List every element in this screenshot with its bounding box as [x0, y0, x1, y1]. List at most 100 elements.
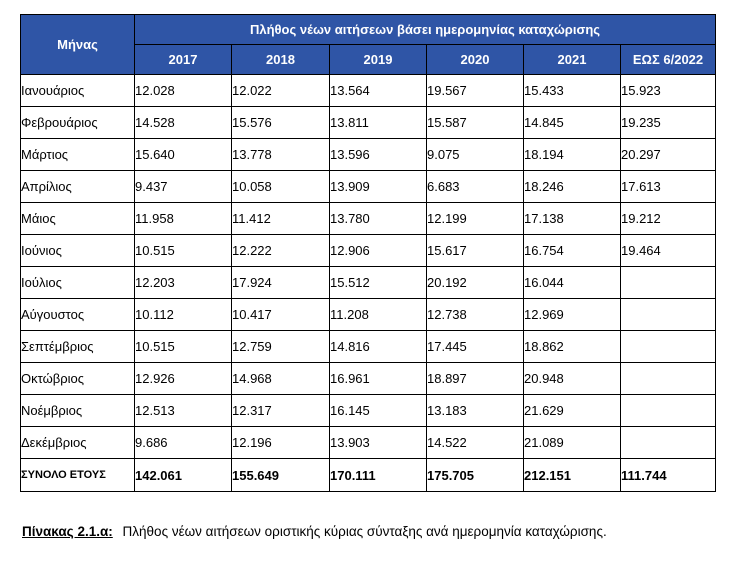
value-cell: 15.923: [620, 74, 716, 107]
value-cell: 21.089: [523, 426, 621, 459]
value-cell: [620, 266, 716, 299]
value-cell: 17.445: [426, 330, 524, 363]
value-cell: 12.196: [231, 426, 330, 459]
value-cell: [620, 330, 716, 363]
value-cell: 10.515: [134, 234, 232, 267]
value-cell: 18.862: [523, 330, 621, 363]
value-cell: 12.203: [134, 266, 232, 299]
value-cell: 13.183: [426, 394, 524, 427]
year-header-2021: 2021: [523, 44, 621, 75]
value-cell: 16.145: [329, 394, 427, 427]
value-cell: 13.780: [329, 202, 427, 235]
value-cell: 13.903: [329, 426, 427, 459]
value-cell: 12.222: [231, 234, 330, 267]
table-row: Νοέμβριος 12.513 12.317 16.145 13.183 21.629: [20, 394, 716, 427]
value-cell: 12.759: [231, 330, 330, 363]
total-cell: 142.061: [134, 458, 232, 492]
value-cell: 12.317: [231, 394, 330, 427]
value-cell: 17.613: [620, 170, 716, 203]
table-row: Ιούνιος 10.515 12.222 12.906 15.617 16.754 19.…: [20, 234, 716, 267]
total-row: ΣΥΝΟΛΟ ΕΤΟΥΣ 142.061 155.649 170.111 175…: [20, 458, 716, 492]
value-cell: 19.212: [620, 202, 716, 235]
value-cell: 15.433: [523, 74, 621, 107]
value-cell: [620, 362, 716, 395]
table-row: Μάρτιος 15.640 13.778 13.596 9.075 18.194 20.2…: [20, 138, 716, 171]
value-cell: 10.417: [231, 298, 330, 331]
table-row: Απρίλιος 9.437 10.058 13.909 6.683 18.246 17.6…: [20, 170, 716, 203]
month-cell: Σεπτέμβριος: [20, 330, 135, 363]
value-cell: 14.816: [329, 330, 427, 363]
table-body: Ιανουάριος 12.028 12.022 13.564 19.567 15.433…: [20, 74, 716, 459]
table-row: Οκτώβριος 12.926 14.968 16.961 18.897 20.948: [20, 362, 716, 395]
value-cell: 11.412: [231, 202, 330, 235]
value-cell: 9.686: [134, 426, 232, 459]
value-cell: [620, 426, 716, 459]
value-cell: 14.968: [231, 362, 330, 395]
value-cell: 15.587: [426, 106, 524, 139]
value-cell: 18.246: [523, 170, 621, 203]
value-cell: 19.464: [620, 234, 716, 267]
year-header-2020: 2020: [426, 44, 524, 75]
applications-table: Μήνας Πλήθος νέων αιτήσεων βάσει ημερομη…: [20, 14, 716, 492]
month-cell: Νοέμβριος: [20, 394, 135, 427]
month-cell: Ιούλιος: [20, 266, 135, 299]
value-cell: 13.596: [329, 138, 427, 171]
total-cell: 212.151: [523, 458, 621, 492]
caption-text: Πλήθος νέων αιτήσεων οριστικής κύριας σύ…: [122, 524, 607, 539]
value-cell: 21.629: [523, 394, 621, 427]
value-cell: [620, 394, 716, 427]
value-cell: 13.909: [329, 170, 427, 203]
value-cell: 12.969: [523, 298, 621, 331]
value-cell: 12.022: [231, 74, 330, 107]
value-cell: 13.778: [231, 138, 330, 171]
total-label: ΣΥΝΟΛΟ ΕΤΟΥΣ: [20, 458, 135, 492]
year-header-2018: 2018: [231, 44, 330, 75]
month-cell: Απρίλιος: [20, 170, 135, 203]
value-cell: 10.058: [231, 170, 330, 203]
total-cell: 175.705: [426, 458, 524, 492]
caption-label: Πίνακας 2.1.α:: [22, 524, 113, 539]
value-cell: 15.576: [231, 106, 330, 139]
month-cell: Ιανουάριος: [20, 74, 135, 107]
month-cell: Δεκέμβριος: [20, 426, 135, 459]
table-caption: Πίνακας 2.1.α: Πλήθος νέων αιτήσεων ορισ…: [22, 524, 607, 539]
year-header-2019: 2019: [329, 44, 427, 75]
value-cell: 10.112: [134, 298, 232, 331]
value-cell: 20.192: [426, 266, 524, 299]
year-header-2022: ΕΩΣ 6/2022: [620, 44, 716, 75]
total-cell: 155.649: [231, 458, 330, 492]
value-cell: 19.567: [426, 74, 524, 107]
value-cell: 12.738: [426, 298, 524, 331]
value-cell: 14.528: [134, 106, 232, 139]
table-row: Φεβρουάριος 14.528 15.576 13.811 15.587 14.84…: [20, 106, 716, 139]
value-cell: 20.948: [523, 362, 621, 395]
month-cell: Φεβρουάριος: [20, 106, 135, 139]
table-row: Δεκέμβριος 9.686 12.196 13.903 14.522 21.089: [20, 426, 716, 459]
value-cell: 13.564: [329, 74, 427, 107]
group-column-header: Πλήθος νέων αιτήσεων βάσει ημερομηνίας κ…: [134, 14, 716, 45]
total-cell: 111.744: [620, 458, 716, 492]
value-cell: 18.194: [523, 138, 621, 171]
month-column-header: Μήνας: [20, 14, 135, 75]
value-cell: 14.522: [426, 426, 524, 459]
value-cell: 17.138: [523, 202, 621, 235]
value-cell: [620, 298, 716, 331]
value-cell: 19.235: [620, 106, 716, 139]
value-cell: 16.754: [523, 234, 621, 267]
value-cell: 12.513: [134, 394, 232, 427]
month-cell: Ιούνιος: [20, 234, 135, 267]
value-cell: 11.958: [134, 202, 232, 235]
value-cell: 9.075: [426, 138, 524, 171]
table-row: Αύγουστος 10.112 10.417 11.208 12.738 12.969: [20, 298, 716, 331]
value-cell: 6.683: [426, 170, 524, 203]
value-cell: 16.961: [329, 362, 427, 395]
value-cell: 12.906: [329, 234, 427, 267]
table-row: Σεπτέμβριος 10.515 12.759 14.816 17.445 18.86…: [20, 330, 716, 363]
table-row: Ιούλιος 12.203 17.924 15.512 20.192 16.044: [20, 266, 716, 299]
value-cell: 10.515: [134, 330, 232, 363]
total-cell: 170.111: [329, 458, 427, 492]
month-cell: Οκτώβριος: [20, 362, 135, 395]
value-cell: 18.897: [426, 362, 524, 395]
value-cell: 11.208: [329, 298, 427, 331]
value-cell: 16.044: [523, 266, 621, 299]
